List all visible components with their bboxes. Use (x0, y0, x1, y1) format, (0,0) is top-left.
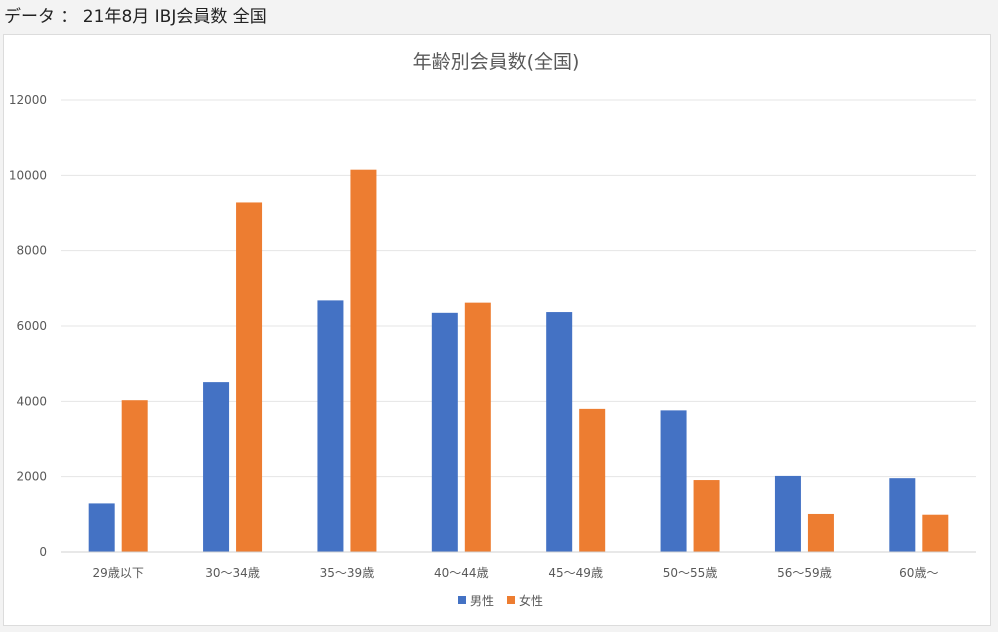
bar-male-1 (88, 503, 115, 552)
chart-bars (88, 169, 949, 552)
bar-female-8 (922, 514, 949, 552)
bar-female-4 (464, 302, 491, 552)
bar-male-3 (317, 300, 344, 552)
y-axis-tick-labels: 0 2000 4000 6000 8000 10000 12000 (9, 93, 47, 559)
legend-swatch (507, 596, 515, 604)
y-tick-label: 6000 (16, 319, 47, 333)
legend-swatch (458, 596, 466, 604)
chart-gridlines (61, 99, 976, 478)
bar-male-7 (774, 475, 801, 552)
x-tick-label: 50～55歳 (663, 566, 718, 580)
x-tick-label: 60歳～ (899, 566, 938, 580)
bar-male-6 (660, 410, 687, 552)
bar-female-7 (807, 513, 834, 552)
chart-legend: 男性 女性 (458, 593, 543, 608)
y-tick-label: 12000 (9, 93, 47, 107)
chart-title: 年齢別会員数(全国) (413, 51, 580, 73)
x-tick-label: 56～59歳 (777, 566, 832, 580)
legend-label: 女性 (519, 593, 543, 608)
x-tick-label: 30～34歳 (205, 566, 260, 580)
bar-female-2 (236, 202, 263, 552)
x-tick-label: 35～39歳 (320, 566, 375, 580)
y-tick-label: 4000 (16, 394, 47, 408)
y-tick-label: 2000 (16, 470, 47, 484)
bar-chart: 年齢別会員数(全国) 0 2000 4000 6000 8000 10000 12000 2… (3, 34, 991, 626)
x-tick-label: 40～44歳 (434, 566, 489, 580)
bar-female-5 (579, 408, 606, 552)
bar-female-3 (350, 169, 377, 552)
bar-male-5 (546, 312, 573, 552)
y-tick-label: 0 (39, 545, 47, 559)
x-tick-label: 29歳以下 (93, 566, 144, 580)
x-tick-label: 45～49歳 (548, 566, 603, 580)
chart-canvas: 年齢別会員数(全国) 0 2000 4000 6000 8000 10000 12000 2… (9, 51, 976, 608)
x-axis-tick-labels: 29歳以下 30～34歳 35～39歳 40～44歳 45～49歳 50～55歳 56～59… (93, 566, 939, 580)
bar-female-1 (121, 400, 148, 552)
y-tick-label: 10000 (9, 168, 47, 182)
bar-male-8 (889, 478, 916, 552)
bar-male-2 (203, 382, 230, 552)
bar-female-6 (693, 480, 720, 552)
legend-label: 男性 (470, 594, 494, 608)
data-caption: データ ： 21年8月 IBJ会員数 全国 (4, 7, 267, 27)
y-tick-label: 8000 (16, 244, 47, 258)
bar-male-4 (431, 312, 458, 552)
